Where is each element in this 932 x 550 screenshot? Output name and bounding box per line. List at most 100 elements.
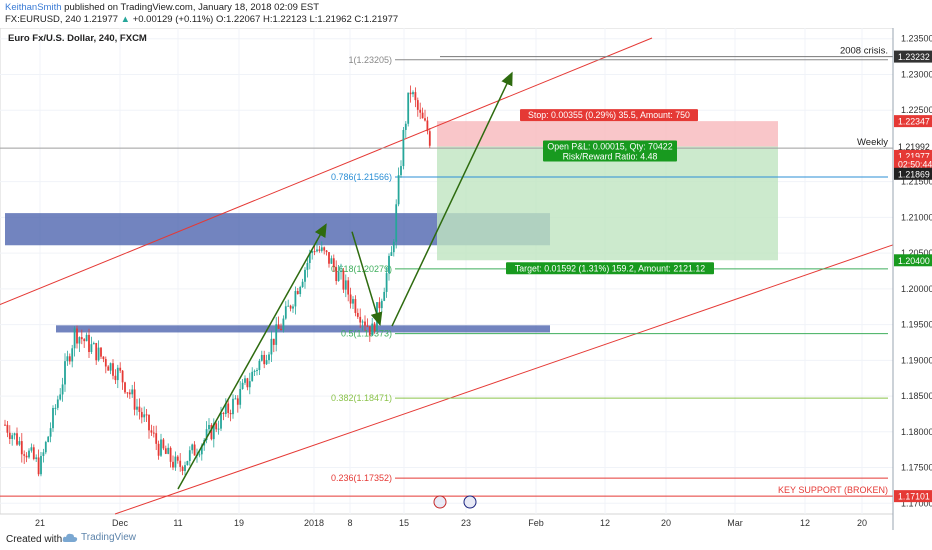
candle-body [119,367,122,371]
candle-body [256,369,258,371]
candle-body [241,382,244,389]
ohlc-values: O:1.22067 H:1.22123 L:1.21962 C:1.21977 [215,14,399,25]
candle-body [35,457,38,460]
candle-body [136,406,138,410]
price-tick-label: 1.19500 [901,320,932,330]
candle-body [16,433,18,445]
candle-body [128,392,131,395]
up-triangle-icon: ▲ [120,14,131,25]
price-change: +0.00129 (+0.11%) [132,14,214,25]
candle-body [150,430,153,433]
candle-body [292,306,294,309]
candle-body [419,109,422,113]
flag-icon [463,495,477,509]
fib-786-label: 0.786(1.21566) [331,172,392,182]
candle-body [332,258,335,268]
plot-area [0,28,894,515]
candle-body [176,456,179,461]
candle-body [275,324,278,345]
candle-body [227,403,230,413]
candle-body [121,370,124,383]
time-axis: 21 Dec 11 19 2018 8 15 23 Feb 12 20 Mar 12 20 [35,518,867,528]
candle-body [400,166,402,176]
author-link[interactable]: KeithanSmith [5,2,62,13]
time-tick-label: 2018 [304,518,324,528]
candle-body [107,366,110,371]
candle-body [340,270,342,272]
candle-body [366,325,369,327]
candle-body [200,445,203,455]
time-tick-label: 20 [661,518,671,528]
candle-body [6,424,9,433]
candle-body [313,251,316,253]
candle-body [30,447,33,451]
rally-arrow [177,223,327,490]
candle-body [109,363,112,371]
candle-body [385,273,388,292]
price-tick-label: 1.17500 [901,463,932,473]
candle-body [234,398,237,400]
candle-body [347,280,350,295]
candle-body [268,354,270,361]
long-position-tool[interactable] [437,121,778,261]
candle-body [133,389,136,410]
fib-382-label: 0.382(1.18471) [331,393,392,403]
time-tick-label: 21 [35,518,45,528]
price-axis-background [893,28,932,530]
time-tick-label: 19 [234,518,244,528]
candle-body [28,450,30,458]
price-tick-label: 1.23500 [901,34,932,44]
candle-body [356,312,359,317]
fib-price-badge-bg [894,167,932,180]
candle-body [270,338,273,355]
crisis-price-badge: 1.23232 [898,52,930,62]
fib-236-label: 0.236(1.17352) [331,473,392,483]
crisis-price-badge-bg [894,50,932,63]
pnl-label-bg [543,140,677,162]
candle-body [349,294,352,304]
candle-body [140,411,143,418]
candle-body [152,432,155,434]
candle-body [325,250,328,253]
candle-body [239,388,242,405]
candle-body [205,429,208,440]
candle-body [383,291,386,301]
candle-body [68,356,71,362]
candle-body [426,120,429,132]
support-price-badge-bg [894,490,932,503]
chart-footer: Created with TradingView [0,530,932,550]
candle-body [100,347,102,357]
pnl-label-text: Open P&L: 0.00015, Qty: 70422 [547,141,672,151]
candle-body [212,423,215,440]
tradingview-brand[interactable]: TradingView [62,532,136,543]
candle-body [428,131,431,146]
candle-body [265,360,268,365]
candle-body [236,398,239,405]
candle-body [23,454,26,456]
candle-body [404,123,407,130]
candle-body [11,435,14,439]
candle-body [191,444,194,451]
candle-body [311,251,314,253]
time-tick-label: 12 [600,518,610,528]
price-axis: 1.23500 1.23000 1.22500 1.21500 1.21000 1.205… [892,28,932,530]
candle-body [52,407,54,429]
calendar-icon [433,495,447,509]
candle-body [222,412,225,415]
candle-body [169,447,172,462]
upper-channel-line [0,37,653,306]
candle-body [4,424,6,426]
candle-body [172,461,174,468]
candle-body [378,302,381,309]
price-tick-label: 1.17000 [901,498,932,508]
price-chart[interactable]: 1(1.23205) 0.786(1.21566) 0.618(1.20279) 0.… [0,28,932,530]
lower-channel-line [114,241,901,515]
chart-background [0,28,894,515]
candle-body [138,406,141,412]
support-price-badge: 1.17101 [898,492,930,502]
candle-body [102,356,105,360]
fib-618-label: 0.618(1.20279) [331,264,392,274]
candle-body [359,316,362,323]
candle-body [181,466,184,471]
pullback-arrow [351,231,383,327]
